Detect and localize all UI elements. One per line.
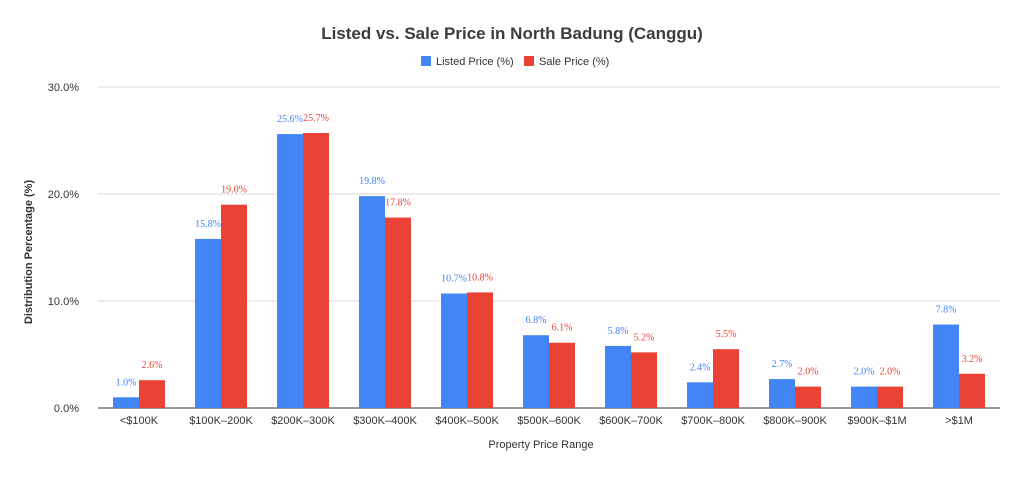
bar-sale: [221, 204, 247, 408]
x-tick-label: <$100K: [120, 415, 159, 427]
data-label-sale: 19.0%: [221, 185, 247, 196]
data-label-listed: 2.4%: [690, 362, 711, 373]
data-label-listed: 10.7%: [441, 274, 467, 285]
data-label-listed: 19.8%: [359, 176, 385, 187]
bar-listed: [523, 335, 549, 408]
data-label-listed: 1.0%: [116, 377, 137, 388]
data-label-sale: 10.8%: [467, 272, 493, 283]
bar-listed: [441, 293, 467, 408]
legend: Listed Price (%) Sale Price (%): [421, 56, 609, 68]
bar-listed: [769, 379, 795, 408]
chart-title: Listed vs. Sale Price in North Badung (C…: [321, 24, 703, 43]
bar-listed: [605, 345, 631, 408]
data-label-sale: 3.2%: [962, 354, 983, 365]
data-labels: 1.0% 2.6% 15.8% 19.0% 25.6% 25.7% 19.8%17.8% 10…: [116, 113, 983, 388]
x-tick-label: $800K–900K: [763, 415, 827, 427]
data-label-listed: 2.7%: [772, 359, 793, 370]
y-axis-title: Distribution Percentage (%): [23, 180, 35, 325]
bar-sale: [303, 133, 329, 408]
x-tick-label: $900K–$1M: [847, 415, 906, 427]
y-axis-ticks: 0.0% 10.0% 20.0% 30.0%: [48, 82, 79, 415]
legend-swatch-listed: [421, 56, 431, 66]
data-label-sale: 25.7%: [303, 113, 329, 124]
data-label-sale: 5.2%: [634, 332, 655, 343]
legend-swatch-sale: [524, 56, 534, 66]
bar-listed: [933, 324, 959, 408]
bar-sale: [139, 380, 165, 408]
x-tick-label: >$1M: [945, 415, 973, 427]
bar-listed: [851, 386, 877, 408]
bar-sale: [467, 292, 493, 408]
x-tick-label: $200K–300K: [271, 415, 335, 427]
x-tick-label: $100K–200K: [189, 415, 253, 427]
x-tick-label: $500K–600K: [517, 415, 581, 427]
data-label-listed: 6.8%: [526, 315, 547, 326]
bar-sale: [631, 352, 657, 408]
legend-label-listed: Listed Price (%): [436, 56, 514, 68]
data-label-listed: 5.8%: [608, 326, 629, 337]
y-tick-label: 20.0%: [48, 189, 79, 201]
bar-listed: [687, 382, 713, 408]
data-label-sale: 5.5%: [716, 329, 737, 340]
x-tick-label: $600K–700K: [599, 415, 663, 427]
x-axis-title: Property Price Range: [488, 439, 593, 451]
data-label-sale: 2.0%: [880, 367, 901, 378]
x-tick-label: $300K–400K: [353, 415, 417, 427]
bar-listed: [359, 196, 385, 408]
y-tick-label: 0.0%: [54, 403, 79, 415]
y-tick-label: 10.0%: [48, 296, 79, 308]
y-tick-label: 30.0%: [48, 82, 79, 94]
bar-sale: [385, 217, 411, 408]
bar-listed: [195, 238, 221, 408]
data-label-sale: 17.8%: [385, 198, 411, 209]
legend-label-sale: Sale Price (%): [539, 56, 609, 68]
bar-sale: [713, 349, 739, 408]
data-label-listed: 25.6%: [277, 114, 303, 125]
x-axis-ticks: <$100K $100K–200K $200K–300K $300K–400K $400…: [120, 415, 973, 427]
bars: [113, 133, 985, 408]
data-label-listed: 15.8%: [195, 219, 221, 230]
data-label-listed: 7.8%: [936, 305, 957, 316]
data-label-sale: 2.6%: [142, 360, 163, 371]
data-label-sale: 6.1%: [552, 323, 573, 334]
x-tick-label: $700K–800K: [681, 415, 745, 427]
bar-listed: [113, 397, 139, 408]
data-label-sale: 2.0%: [798, 367, 819, 378]
bar-listed: [277, 134, 303, 408]
bar-sale: [877, 386, 903, 408]
bar-sale: [959, 373, 985, 408]
bar-sale: [549, 342, 575, 408]
bar-sale: [795, 386, 821, 408]
x-tick-label: $400K–500K: [435, 415, 499, 427]
data-label-listed: 2.0%: [854, 367, 875, 378]
